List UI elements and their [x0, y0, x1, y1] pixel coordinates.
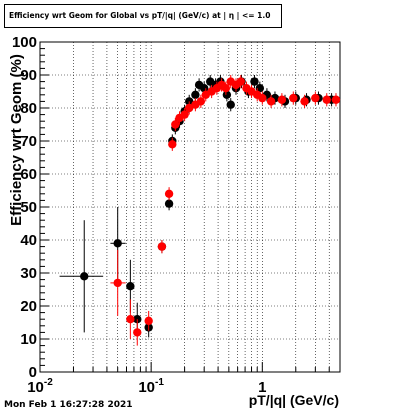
data-point	[322, 95, 331, 104]
data-point	[258, 93, 267, 103]
data-point	[180, 110, 189, 119]
axis-tick-labels: 0 10 20 30 40 50 60 70 80 90 100 10-2 10-1 1	[12, 34, 267, 396]
data-point	[113, 278, 122, 288]
data-point	[300, 97, 309, 106]
y-tick-label: 60	[20, 166, 37, 183]
data-point	[222, 90, 232, 100]
series-1	[59, 75, 336, 338]
data-point	[226, 100, 235, 109]
y-tick-label: 0	[29, 364, 37, 381]
y-tick-label: 40	[20, 232, 37, 249]
y-tick-label: 80	[20, 100, 37, 117]
data-point	[191, 90, 200, 100]
y-tick-label: 10	[20, 331, 37, 348]
data-point	[255, 84, 265, 93]
data-series	[59, 75, 341, 346]
data-point	[277, 95, 287, 104]
data-point	[144, 316, 153, 326]
data-point	[289, 93, 298, 103]
data-point	[126, 315, 135, 324]
y-tick-label: 90	[20, 67, 37, 84]
chart-title: Efficiency wrt Geom for Global vs pT/|q|…	[4, 4, 282, 28]
y-tick-label: 30	[20, 265, 37, 282]
data-point	[196, 97, 206, 106]
data-point	[168, 140, 177, 149]
axis-ticks	[39, 41, 341, 373]
data-point	[171, 120, 180, 129]
data-point	[266, 97, 276, 106]
timestamp: Mon Feb 1 16:27:28 2021	[4, 400, 133, 410]
data-point	[250, 77, 259, 86]
data-point	[133, 328, 142, 337]
data-point	[126, 282, 135, 291]
y-tick-label: 50	[20, 199, 37, 216]
data-point	[80, 272, 89, 281]
y-axis-label: Efficiency wrt Geom (%)	[8, 54, 25, 226]
data-point	[236, 77, 245, 86]
x-axis-label: pT/|q| (GeV/c)	[249, 392, 339, 408]
data-point	[199, 84, 209, 93]
x-tick-label: 10-2	[27, 377, 53, 396]
x-tick-label: 1	[258, 379, 266, 396]
data-point	[331, 95, 341, 104]
x-tick-label: 10-1	[138, 377, 164, 396]
y-tick-label: 100	[12, 34, 37, 51]
data-point	[164, 199, 174, 208]
data-point	[157, 242, 167, 251]
series-2	[110, 75, 341, 346]
data-point	[311, 93, 320, 103]
grid	[40, 42, 341, 372]
data-point	[185, 103, 194, 113]
data-point	[164, 189, 174, 198]
data-point	[221, 84, 231, 93]
y-tick-label: 70	[20, 133, 37, 150]
data-point	[113, 239, 122, 248]
y-tick-label: 20	[20, 298, 37, 315]
